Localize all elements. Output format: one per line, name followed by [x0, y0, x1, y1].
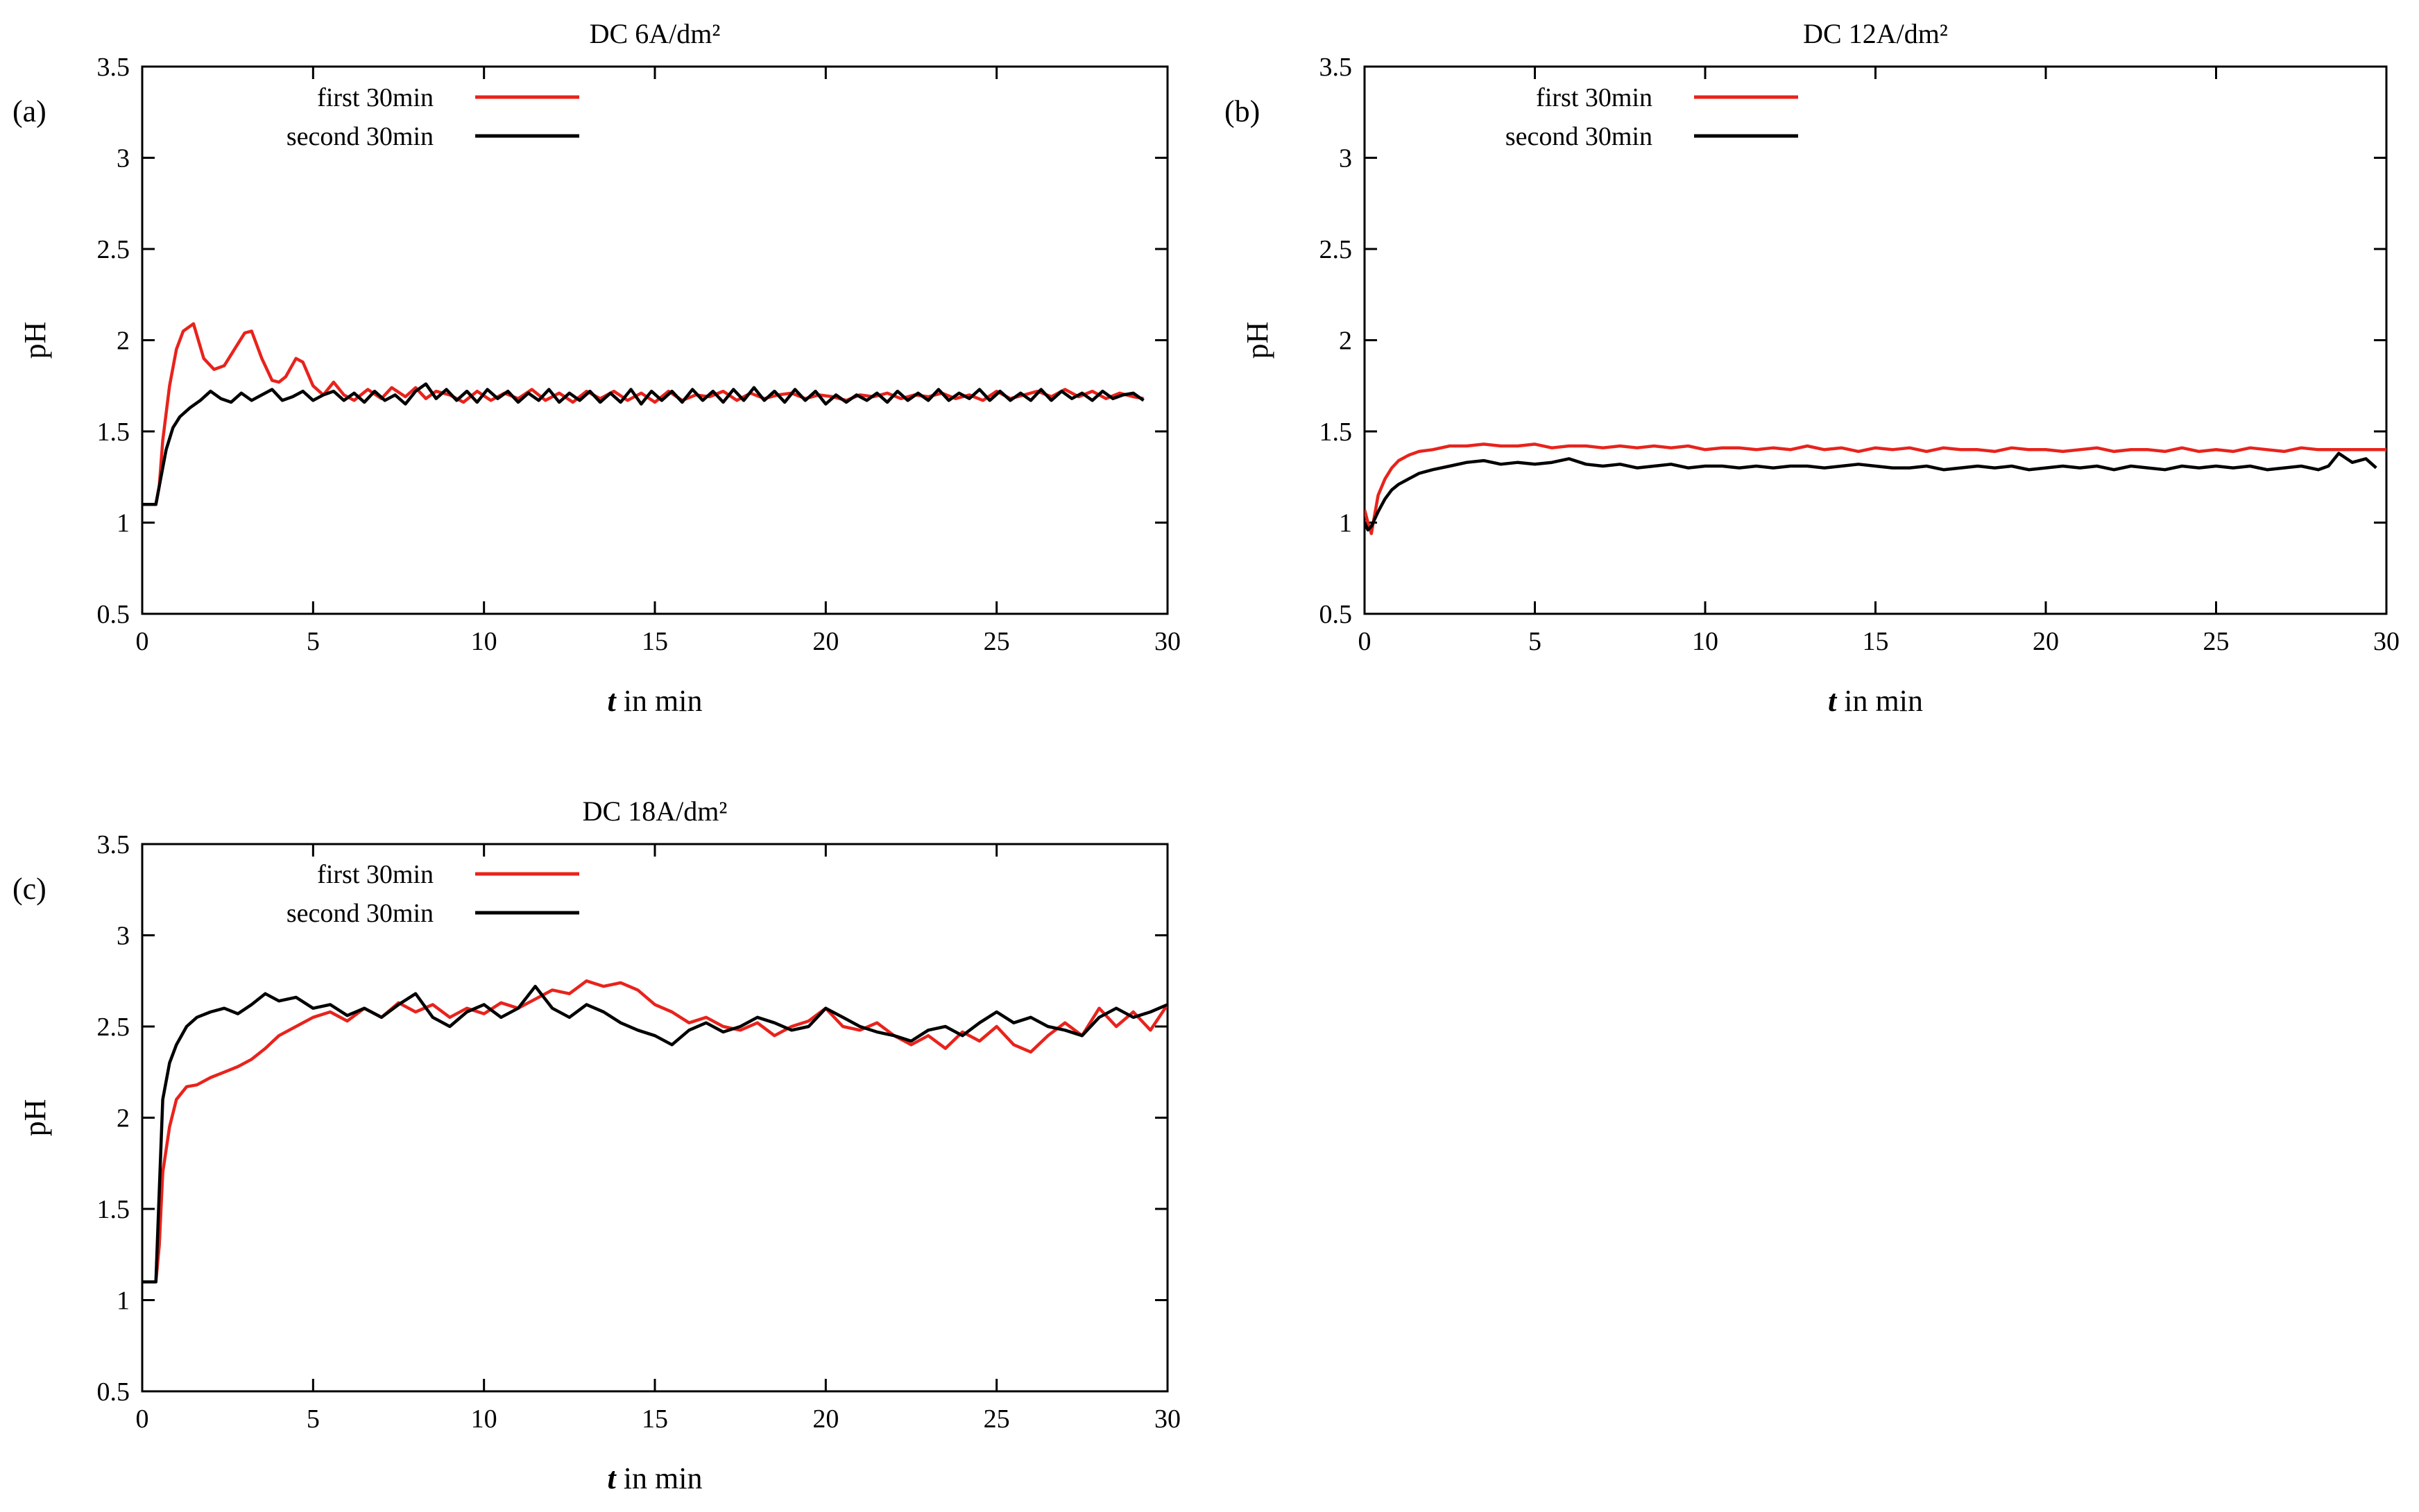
panel-c-ytick-label: 2	[117, 1104, 130, 1133]
panel-c-series-second-30min	[142, 984, 1168, 1284]
panel-a-ytick-label: 1	[117, 509, 130, 538]
panel-a-xtick-label: 10	[471, 627, 497, 656]
panel-c-legend-label: second 30min	[287, 899, 434, 928]
panel-b-title: DC 12A/dm²	[1803, 18, 1948, 49]
panel-c-ytick-label: 2.5	[97, 1013, 130, 1042]
panel-c-xtick-label: 15	[642, 1404, 668, 1434]
panel-b-ytick-label: 3	[1339, 144, 1352, 173]
panel-c-ytick-label: 3.5	[97, 830, 130, 859]
panel-a-ytick-label: 2.5	[97, 235, 130, 264]
panel-b-ytick-label: 2.5	[1319, 235, 1353, 264]
panel-b-legend-label: second 30min	[1505, 122, 1652, 151]
panel-b-series-first-30min	[1365, 443, 2386, 535]
panel-a-legend-label: first 30min	[317, 83, 434, 112]
panel-b-xtick-label: 10	[1692, 627, 1718, 656]
panel-a-xtick-label: 25	[984, 627, 1010, 656]
panel-c-ytick-label: 3	[117, 922, 130, 951]
panel-c: DC 18A/dm² (c) 0 5 10 15 20 25 30 0.5 1 1.5 2 2.5 3 3.5…	[12, 796, 1181, 1495]
panel-a-legend-label: second 30min	[287, 122, 434, 151]
panel-c-xtick-label: 25	[984, 1404, 1010, 1434]
panel-a-label: (a)	[12, 94, 46, 128]
panel-b-xtick-label: 5	[1528, 627, 1541, 656]
panel-b-ytick-label: 0.5	[1319, 600, 1353, 629]
panel-a-title: DC 6A/dm²	[590, 18, 721, 49]
panel-b: DC 12A/dm² (b) 0 5 10 15 20 25 30 0.5 1 1.5 2 2.5 3 3.5…	[1224, 18, 2400, 718]
panel-a-ytick-label: 0.5	[97, 600, 130, 629]
panel-c-xlabel: t in min	[608, 1461, 703, 1495]
panel-c-label: (c)	[12, 872, 46, 906]
panel-a-ytick-label: 2	[117, 327, 130, 356]
panel-b-xtick-label: 20	[2033, 627, 2059, 656]
panel-c-title: DC 18A/dm²	[583, 796, 728, 827]
panel-b-ytick-label: 1	[1339, 509, 1352, 538]
panel-c-ylabel: pH	[18, 1099, 52, 1137]
panel-b-series-second-30min	[1365, 452, 2377, 532]
panel-a-ytick-label: 3.5	[97, 53, 130, 82]
panel-c-ytick-label: 0.5	[97, 1377, 130, 1407]
panel-c-ytick-label: 1.5	[97, 1195, 130, 1224]
panel-c-xtick-label: 0	[136, 1404, 149, 1434]
panel-a-xtick-label: 0	[136, 627, 149, 656]
panel-c-legend-label: first 30min	[317, 860, 434, 889]
panel-b-ytick-label: 3.5	[1319, 53, 1353, 82]
panel-a-xlabel: t in min	[608, 684, 703, 718]
panel-a-xtick-label: 5	[307, 627, 320, 656]
panel-b-label: (b)	[1224, 94, 1260, 128]
panel-b-ytick-label: 2	[1339, 327, 1352, 356]
panel-c-xtick-label: 20	[812, 1404, 839, 1434]
panel-a-xtick-label: 30	[1154, 627, 1181, 656]
panel-b-xtick-label: 25	[2203, 627, 2230, 656]
panel-b-ylabel: pH	[1240, 322, 1274, 359]
panel-a-xtick-label: 15	[642, 627, 668, 656]
panel-c-xtick-label: 10	[471, 1404, 497, 1434]
panel-a-ytick-label: 3	[117, 144, 130, 173]
panel-a-series-second-30min	[142, 382, 1145, 506]
panel-b-xlabel: t in min	[1828, 684, 1923, 718]
panel-b-xtick-label: 30	[2373, 627, 2400, 656]
panel-a-series-first-30min	[142, 322, 1144, 506]
panel-a-ylabel: pH	[18, 322, 52, 359]
panel-b-xtick-label: 0	[1358, 627, 1371, 656]
panel-c-xtick-label: 5	[307, 1404, 320, 1434]
panel-a-xtick-label: 20	[812, 627, 839, 656]
panel-c-series-first-30min	[142, 979, 1168, 1284]
panel-b-ytick-label: 1.5	[1319, 418, 1353, 447]
panel-c-ytick-label: 1	[117, 1287, 130, 1316]
panel-b-xtick-label: 15	[1863, 627, 1889, 656]
panel-a-ytick-label: 1.5	[97, 418, 130, 447]
panel-a: DC 6A/dm² (a) 0 5 10 15 20 25 30 0.5 1 1.5 2 2.5 3 3.5 t…	[12, 18, 1181, 718]
panel-b-legend-label: first 30min	[1536, 83, 1652, 112]
panel-c-xtick-label: 30	[1154, 1404, 1181, 1434]
